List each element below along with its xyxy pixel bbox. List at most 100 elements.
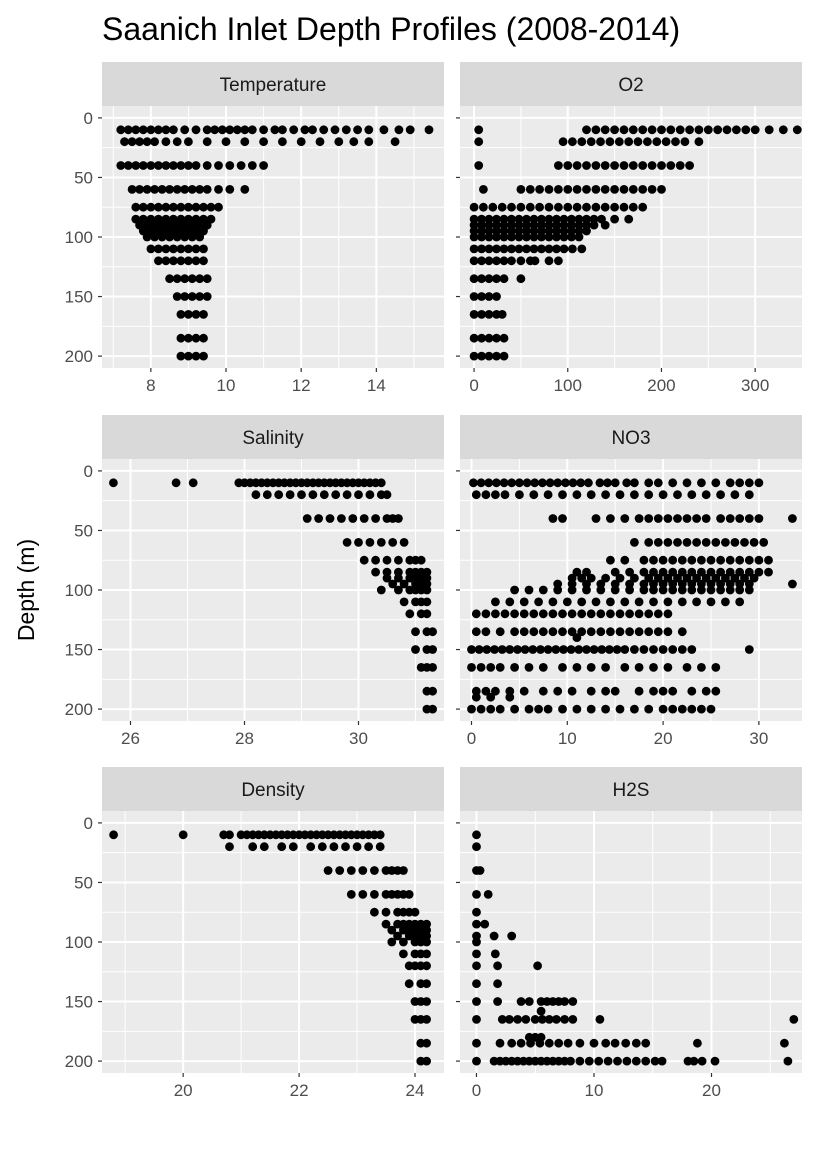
data-point-no3-0-5 [507, 478, 517, 488]
data-point-h2s-16-14 [566, 1056, 575, 1066]
data-point-density-1-6 [317, 842, 327, 852]
data-point-o2-3-5 [554, 185, 563, 194]
data-point-no3-8-0 [510, 585, 519, 595]
data-point-temperature-9-5 [184, 244, 193, 254]
data-point-temperature-8-1 [150, 232, 160, 242]
data-point-o2-15-0 [469, 351, 479, 361]
data-point-o2-3-12 [619, 185, 629, 194]
data-point-no3-17-14 [644, 704, 654, 714]
data-point-o2-0-7 [638, 125, 648, 135]
data-point-density-1-10 [364, 842, 373, 852]
data-point-no3-4-12 [735, 555, 745, 565]
data-point-temperature-4-11 [214, 202, 223, 212]
data-point-h2s-6-2 [507, 931, 517, 941]
data-point-no3-9-12 [663, 597, 673, 607]
data-point-no3-17-17 [677, 704, 687, 714]
data-point-h2s-2-1 [475, 866, 485, 875]
data-point-no3-13-12 [559, 645, 568, 654]
data-point-no3-8-12 [668, 585, 678, 595]
data-point-no3-6-15 [730, 573, 740, 583]
data-point-o2-8-8 [529, 232, 539, 242]
data-point-no3-13-7 [520, 645, 530, 654]
data-point-no3-14-0 [467, 663, 476, 672]
data-point-no3-11-18 [653, 627, 663, 637]
data-point-temperature-2-14 [236, 161, 246, 170]
chart-title: Saanich Inlet Depth Profiles (2008-2014) [102, 11, 680, 47]
data-point-density-12-2 [422, 997, 431, 1006]
data-point-temperature-2-15 [247, 161, 257, 170]
data-point-temperature-1-14 [315, 137, 325, 147]
data-point-o2-4-10 [563, 202, 573, 212]
data-point-o2-2-0 [474, 161, 484, 170]
data-point-density-1-8 [341, 842, 350, 852]
data-point-no3-17-7 [543, 704, 553, 714]
data-point-o2-10-1 [477, 256, 486, 266]
data-point-no3-3-12 [749, 538, 759, 547]
data-point-temperature-1-13 [296, 137, 306, 147]
y-tick-label: 150 [65, 993, 93, 1012]
data-point-salinity-11-0 [411, 627, 420, 637]
data-point-no3-4-3 [649, 555, 658, 565]
data-point-o2-8-1 [477, 232, 486, 242]
data-point-salinity-1-2 [274, 490, 284, 500]
data-point-h2s-3-0 [472, 890, 481, 899]
data-point-no3-4-11 [725, 555, 735, 565]
data-point-o2-1-12 [661, 137, 671, 147]
data-point-no3-14-14 [663, 663, 673, 672]
data-point-salinity-3-2 [365, 538, 375, 547]
data-point-temperature-3-7 [180, 185, 190, 194]
data-point-h2s-5-0 [472, 919, 481, 929]
data-point-o2-8-4 [499, 232, 509, 242]
data-point-no3-4-7 [687, 555, 697, 565]
data-point-no3-17-12 [615, 704, 625, 714]
data-point-o2-0-19 [750, 125, 760, 135]
data-point-h2s-16-16 [584, 1056, 594, 1066]
data-point-no3-5-6 [658, 567, 668, 577]
data-point-h2s-15-7 [554, 1038, 564, 1048]
data-point-no3-9-1 [505, 597, 515, 607]
data-point-no3-4-2 [639, 555, 649, 565]
data-point-h2s-15-14 [631, 1038, 641, 1048]
data-point-no3-13-27 [687, 645, 697, 654]
data-point-no3-11-8 [558, 627, 567, 637]
data-point-no3-0-19 [622, 478, 632, 488]
data-point-no3-14-7 [558, 663, 567, 672]
data-point-o2-4-13 [591, 202, 601, 212]
data-point-no3-10-1 [481, 609, 491, 619]
data-point-density-2-8 [399, 866, 408, 875]
data-point-temperature-3-10 [202, 185, 212, 194]
data-point-no3-1-14 [658, 490, 668, 500]
data-point-no3-3-5 [682, 538, 692, 547]
data-point-no3-13-2 [482, 645, 492, 654]
data-point-o2-8-5 [507, 232, 516, 242]
data-point-temperature-10-6 [199, 256, 208, 266]
data-point-h2s-15-9 [575, 1038, 585, 1048]
data-point-h2s-8-0 [472, 949, 481, 959]
data-point-density-7-0 [393, 931, 402, 941]
y-tick-label: 150 [65, 641, 93, 660]
data-point-o2-4-18 [638, 202, 648, 212]
data-point-temperature-10-1 [161, 256, 171, 266]
data-point-h2s-16-28 [710, 1056, 720, 1066]
data-point-o2-14-1 [477, 333, 486, 343]
data-point-o2-2-1 [554, 161, 563, 170]
data-point-no3-15-5 [538, 686, 548, 696]
data-point-o2-8-6 [514, 232, 524, 242]
data-point-o2-12-3 [492, 292, 501, 301]
data-point-temperature-15-0 [176, 351, 186, 361]
data-point-temperature-2-8 [176, 161, 186, 170]
data-point-no3-0-9 [538, 478, 547, 488]
data-point-no3-14-8 [572, 663, 582, 672]
y-tick-label: 200 [65, 347, 93, 366]
data-point-no3-0-12 [561, 478, 570, 488]
data-point-no3-5-0 [572, 567, 582, 577]
data-point-no3-8-1 [524, 585, 534, 595]
data-point-h2s-10-0 [472, 979, 481, 989]
panel-h2s: H2S 0 10 20 [456, 767, 802, 1100]
data-point-no3-1-15 [673, 490, 682, 500]
data-point-no3-8-9 [639, 585, 649, 595]
data-point-no3-4-5 [668, 555, 678, 565]
x-tick-label-temperature: 14 [367, 376, 386, 395]
data-point-o2-8-0 [469, 232, 479, 242]
data-point-no3-8-17 [716, 585, 725, 595]
